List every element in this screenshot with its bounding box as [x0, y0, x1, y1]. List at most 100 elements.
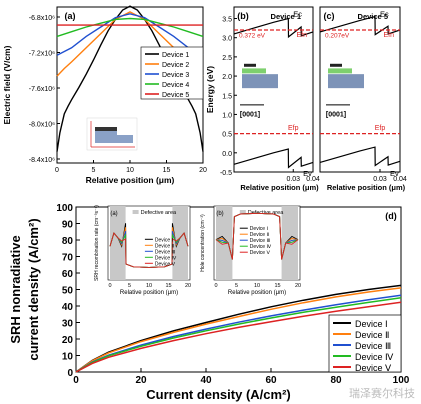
panel-d-ytick-label: 100: [56, 203, 73, 214]
panel-a-legend-label: Device 1: [162, 52, 189, 59]
panel-b-schematic-body: [242, 74, 278, 89]
panel-a-ytick-label: -8.4x10⁶: [29, 157, 55, 164]
panel-d-legend-label: Device Ⅳ: [355, 352, 394, 362]
inset-b-xlabel: Relative position (μm): [228, 290, 286, 296]
inset-b-defect-label: Defective area: [248, 210, 284, 216]
panel-d-ytick-label: 20: [62, 335, 74, 346]
inset-a-label: (a): [110, 211, 117, 217]
panel-b-barrier-label: 0.372 eV: [239, 33, 266, 40]
inset-a-xtick-label: 15: [165, 283, 171, 289]
panel-d-series-line: [75, 301, 402, 373]
panel-c-efp-label: Efp: [375, 125, 386, 132]
panel-a-ytick-label: -7.6x10⁶: [29, 86, 55, 93]
panel-a-series-line: [56, 17, 204, 38]
inset-b-defect-zone-right: [281, 206, 298, 280]
inset-b-xtick-label: 20: [295, 283, 301, 289]
panel-c-xtick-label: 0.04: [393, 176, 407, 183]
panel-d-legend-label: Device Ⅲ: [355, 341, 391, 351]
panel-d-xtick-label: 60: [265, 375, 277, 386]
panel-a-schematic-mesa: [117, 135, 133, 143]
panel-b-ytick-label: 0.0: [222, 151, 232, 158]
panel-d-ytick-label: 10: [62, 352, 74, 363]
inset-a-xlabel: Relative position (μm): [120, 290, 178, 296]
inset-b-ylabel: Hole concentration (cm⁻³): [200, 214, 206, 272]
panel-d-ytick-label: 50: [62, 286, 74, 297]
panel-c-schematic-contact: [330, 63, 342, 67]
panel-d-xtick-label: 40: [200, 375, 212, 386]
panel-d-xlabel: Current density (A/cm²): [146, 387, 290, 402]
panel-d-series-line: [75, 297, 402, 373]
panel-a-xtick-label: 20: [199, 167, 207, 174]
panel-b-series-ev: [233, 148, 314, 169]
panel-d-legend-label: Device Ⅰ: [355, 319, 388, 329]
panel-a-legend-box: [140, 46, 204, 100]
panel-b-ec-label: Ec: [293, 10, 302, 19]
inset-a-xtick-label: 20: [185, 283, 191, 289]
inset-b-legend-label: Device Ⅰ: [250, 226, 268, 232]
panel-d-xtick-label: 80: [330, 375, 342, 386]
panel-c-xlabel: Relative position (μm): [327, 183, 406, 192]
panel-a-schematic-layer: [95, 131, 117, 143]
panel-b-title: Device 1: [271, 12, 301, 21]
panel-a-xtick-label: 5: [92, 167, 96, 174]
inset-a-legend-label: Device Ⅳ: [155, 255, 177, 261]
panel-c-efn-label: Efn: [383, 32, 394, 39]
inset-b-label: (b): [216, 211, 223, 217]
panel-b-xtick-label: 0.04: [306, 176, 320, 183]
inset-a-defect-zone-right: [172, 206, 188, 280]
inset-b-legend-label: Device Ⅲ: [250, 238, 270, 244]
inset-b-xtick-label: 0: [214, 283, 217, 289]
inset-a-defect-zone-left: [110, 206, 126, 280]
panel-c-ev-label: Ev: [390, 169, 399, 178]
inset-a-legend-label: Device Ⅲ: [155, 249, 175, 255]
inset-a-legend-label: Device Ⅱ: [155, 243, 174, 249]
panel-c-ec-label: Ec: [380, 10, 389, 19]
panel-b-ytick-label: 3.5: [222, 17, 232, 24]
inset-b-legend-label: Device Ⅳ: [250, 244, 272, 250]
inset-a-xtick-label: 10: [146, 283, 152, 289]
panel-b-ytick-label: 1.5: [222, 93, 232, 100]
inset-b-defect-key: [239, 210, 246, 214]
panel-c-barrier-label: 0.207eV: [325, 33, 350, 40]
panel-a-ytick-label: -6.8x10⁶: [29, 15, 55, 22]
panel-d-ytick-label: 60: [62, 269, 74, 280]
inset-a-xtick-label: 0: [108, 283, 111, 289]
panel-a-ylabel: Electric field (V/cm): [2, 45, 12, 124]
panel-b-series-ec: [233, 17, 314, 39]
panel-c-label: (c): [324, 11, 335, 21]
panel-b-xlabel: Relative position (μm): [240, 183, 319, 192]
panel-b-efp-label: Efp: [288, 125, 299, 132]
panel-a-series-line: [56, 13, 204, 56]
panel-d-ytick-label: 0: [67, 368, 73, 379]
panel-d-label: (d): [385, 211, 397, 221]
panel-b-ytick-label: 3.0: [222, 36, 232, 43]
panel-d-legend-label: Device Ⅴ: [355, 363, 392, 373]
panel-b-label: (b): [237, 11, 249, 21]
panel-d-ytick-label: 90: [62, 220, 74, 231]
inset-a-defect-key: [132, 210, 139, 214]
panel-a-legend-label: Device 2: [162, 62, 189, 69]
panel-b-schematic-contact: [244, 63, 256, 67]
panel-d-legend-label: Device Ⅱ: [355, 330, 389, 340]
panel-c-frame: [319, 6, 401, 173]
inset-a-defect-label: Defective area: [141, 210, 177, 216]
panel-c-series-ev: [319, 146, 401, 167]
panel-b-ytick-label: 1.0: [222, 112, 232, 119]
inset-b-xtick-label: 5: [235, 283, 238, 289]
panel-a-series-line: [56, 5, 204, 152]
panel-d-xtick-label: 100: [393, 375, 410, 386]
panel-a-xlabel: Relative position (μm): [86, 175, 175, 185]
inset-a-xtick-label: 5: [128, 283, 131, 289]
panel-a-xtick-label: 10: [126, 167, 134, 174]
panel-d-series-line: [75, 287, 402, 373]
inset-b-xtick-label: 10: [254, 283, 260, 289]
panel-d-ylabel-line1: SRH nonradiative: [8, 235, 23, 343]
inset-a-ylabel: SRH recombination rate (cm⁻³s⁻¹): [94, 205, 100, 281]
panel-d-ytick-label: 80: [62, 236, 74, 247]
panel-b-efn-label: Efn: [296, 32, 307, 39]
panel-d-legend-box: [328, 314, 402, 373]
panel-a-xtick-label: 15: [163, 167, 171, 174]
inset-b-defect-zone-left: [216, 206, 233, 280]
